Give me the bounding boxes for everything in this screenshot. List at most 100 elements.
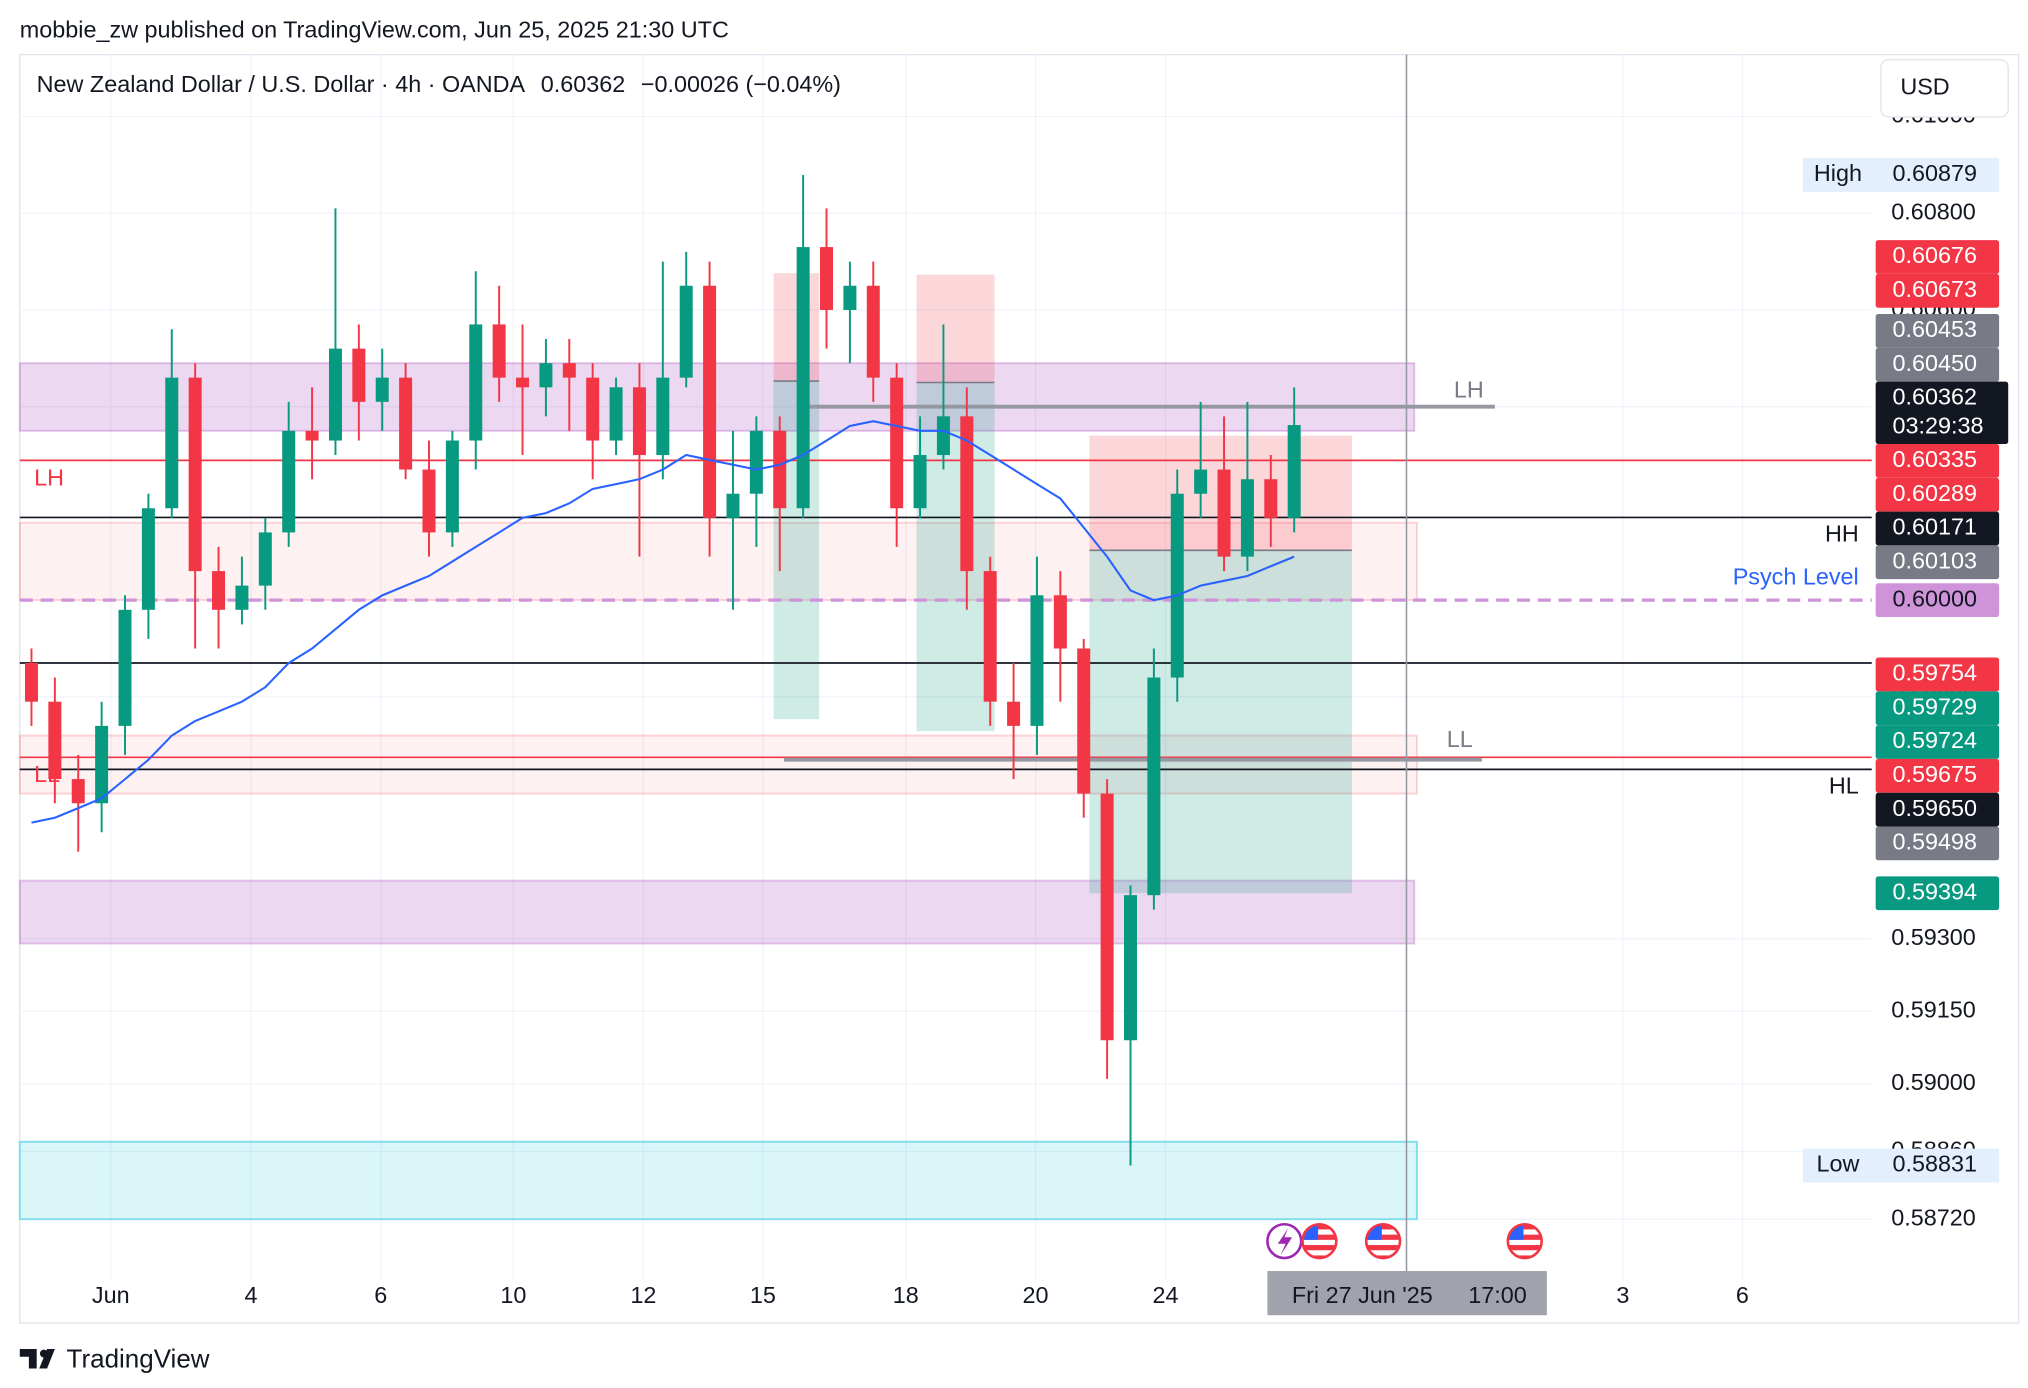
candle-body: [609, 387, 623, 441]
candle-body: [399, 377, 413, 470]
x-tick-label: Jun: [92, 1282, 130, 1308]
candle-body: [679, 285, 693, 378]
crosshair-label-box: [1267, 1271, 1547, 1316]
zone: [18, 521, 1418, 602]
labels: Jun 4 6 10 12 15 18 20 24 3 6 0.60676 0.60673 0.60453…: [92, 158, 2009, 1308]
currency: USD: [1900, 74, 1949, 100]
annotation: Psych Level: [1733, 564, 1859, 590]
event-flag[interactable]: [1301, 1222, 1338, 1260]
x-tick-label: 10: [500, 1282, 526, 1308]
x-tick-label: 4: [245, 1282, 258, 1308]
price-tag: [1875, 826, 2000, 861]
price-tag-label: 0.59498: [1893, 829, 1977, 855]
candle-body: [983, 571, 997, 702]
price-tag-label: 0.60000: [1893, 585, 1977, 611]
price-tag: [1875, 477, 2000, 512]
price-tag: [1875, 347, 2000, 382]
annotation: LH: [1454, 376, 1484, 402]
candle-body: [1217, 469, 1231, 557]
price-tag: [1875, 444, 2000, 478]
price-tag: [1875, 792, 2000, 827]
candle-body: [422, 469, 436, 533]
candle-body: [1007, 701, 1021, 726]
price-tag: [1875, 758, 2000, 793]
candle-body: [1147, 677, 1161, 896]
event-flag[interactable]: [1364, 1222, 1402, 1260]
candle-body: [1124, 895, 1137, 1041]
symbol-title: New Zealand Dollar / U.S. Dollar · 4h · …: [37, 71, 526, 97]
price-tag-label: 0.59675: [1893, 761, 1977, 787]
candle-body: [445, 440, 459, 533]
price-tag-label: 0.60103: [1893, 547, 1977, 573]
candle-body: [866, 285, 880, 378]
y-tick-label: 0.60800: [1891, 198, 1975, 224]
candle-body: [960, 416, 974, 572]
candle-body: [118, 609, 132, 726]
event-flag[interactable]: [1506, 1222, 1543, 1260]
candle-body: [516, 377, 530, 388]
candle-body: [632, 387, 646, 456]
candle-body: [188, 377, 202, 572]
currency-button[interactable]: [1880, 59, 2009, 118]
extreme-tag-value: 0.60879: [1893, 160, 1977, 186]
stop-area: [916, 274, 995, 383]
publisher: mobbie_zw published on TradingView.com, …: [20, 16, 729, 42]
x-tick-label: 24: [1153, 1282, 1179, 1308]
extreme-tag-name: High: [1814, 160, 1862, 186]
stop-area: [773, 273, 820, 382]
extreme-tag-value: 0.58831: [1893, 1151, 1977, 1177]
candle-body: [282, 430, 296, 533]
candle-body: [165, 377, 179, 509]
candle-body: [703, 285, 717, 518]
candle-body: [843, 285, 857, 310]
candle-body: [1240, 479, 1254, 557]
price-tag-label: 0.59729: [1893, 693, 1977, 719]
candle-body: [328, 348, 342, 441]
price-tag: [1875, 876, 2000, 911]
price-tag: [1875, 314, 2000, 348]
y-tick-label: 0.59300: [1891, 924, 1975, 950]
candle-body: [1030, 595, 1044, 726]
price-tag-label: 0.60335: [1893, 446, 1977, 472]
extreme-tag-name: Low: [1817, 1151, 1860, 1177]
zone: [18, 879, 1416, 945]
x-tick-label: 3: [1616, 1282, 1629, 1308]
price-tag: [1875, 583, 2000, 618]
candle-body: [726, 493, 740, 518]
last-price: 0.60362: [541, 71, 626, 97]
grid: 0.610000.608000.606000.604000.598000.593…: [19, 54, 1976, 1281]
candle-body: [469, 324, 483, 441]
symbol-line: New Zealand Dollar / U.S. Dollar · 4h · …: [37, 71, 841, 97]
crosshair-time: 17:00: [1468, 1282, 1526, 1308]
brand-logo[interactable]: TradingView: [19, 1344, 210, 1374]
price-tag-label: 0.60450: [1893, 350, 1977, 376]
price-tag-label: 0.59724: [1893, 727, 1977, 753]
logo-dot: [39, 1349, 48, 1358]
candle-body: [212, 571, 226, 610]
candle-body: [141, 508, 155, 610]
candle-body: [24, 663, 38, 702]
y-tick-label: 0.59150: [1891, 996, 1975, 1022]
candle-body: [749, 430, 763, 494]
candle-body: [1077, 648, 1091, 794]
candle-body: [375, 377, 389, 402]
candle-body: [539, 363, 553, 388]
candle-body: [562, 363, 576, 378]
price-tag-label: 0.60453: [1893, 316, 1977, 342]
candle-body: [1264, 479, 1278, 518]
x-tick-label: 18: [893, 1282, 919, 1308]
candle-body: [71, 779, 85, 804]
x-tick-label: 6: [374, 1282, 387, 1308]
candle-body: [820, 247, 834, 310]
price-tag: [1875, 691, 2000, 726]
x-tick-label: 20: [1023, 1282, 1049, 1308]
y-tick-label: 0.58720: [1891, 1204, 1975, 1230]
candle-body: [1053, 595, 1067, 649]
event-icons: [1266, 1222, 1543, 1260]
zone: [18, 1140, 1418, 1221]
price-tag-label: 0.60171: [1893, 514, 1977, 540]
annotation: LH: [34, 465, 64, 491]
